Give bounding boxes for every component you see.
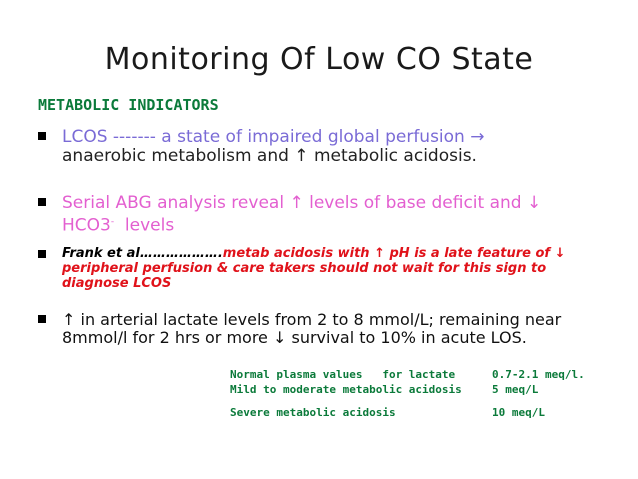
bullet-lcos-line2: anaerobic metabolism and ↑ metabolic aci… — [62, 146, 477, 166]
section-heading: METABOLIC INDICATORS — [38, 96, 219, 114]
row-value: 5 meq/L — [492, 383, 539, 396]
row-value: 0.7-2.1 meq/l. — [492, 368, 585, 381]
bullet-frank-line1: Frank et al……………….metab acidosis with ↑ … — [62, 246, 566, 261]
row-label: Mild to moderate metabolic acidosis — [230, 383, 462, 396]
bullet-square-icon — [38, 315, 46, 323]
bullet-square-icon — [38, 132, 46, 140]
bullet-lcos-line1: LCOS ------- a state of impaired global … — [62, 127, 485, 147]
row-label: Severe metabolic acidosis — [230, 406, 396, 419]
row-label: Normal plasma values for lactate — [230, 368, 456, 381]
bullet-lactate-line2: 8mmol/l for 2 hrs or more ↓ survival to … — [62, 328, 527, 347]
bullet-square-icon — [38, 198, 46, 206]
bullet-lactate-line1: ↑ in arterial lactate levels from 2 to 8… — [62, 310, 562, 329]
bullet-abg-line2: HCO3- levels — [62, 215, 175, 236]
bullet-lactate: ↑ in arterial lactate levels from 2 to 8… — [38, 311, 598, 347]
row-value: 10 meq/L — [492, 406, 545, 419]
bullet-frank-line3: diagnose LCOS — [62, 276, 172, 291]
bullet-frank-line2: peripheral perfusion & care takers shoul… — [62, 261, 547, 276]
slide-title: Monitoring Of Low CO State — [104, 42, 534, 77]
bullet-abg: Serial ABG analysis reveal ↑ levels of b… — [38, 194, 598, 236]
bullet-square-icon — [38, 250, 46, 258]
bullet-abg-line1: Serial ABG analysis reveal ↑ levels of b… — [62, 193, 542, 213]
bullet-frank: Frank et al……………….metab acidosis with ↑ … — [38, 246, 598, 291]
bullet-lcos: LCOS ------- a state of impaired global … — [38, 128, 598, 166]
